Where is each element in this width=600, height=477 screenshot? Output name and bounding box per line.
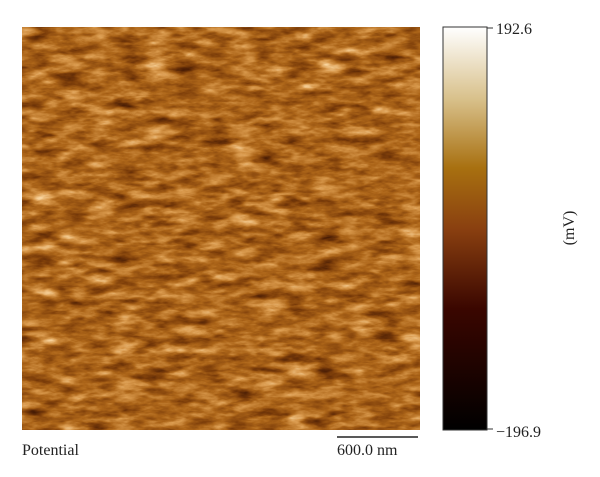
image-label: Potential [22, 442, 79, 459]
colorbar-max: 192.6 [496, 21, 532, 38]
colorbar-min: −196.9 [496, 424, 541, 441]
colorbar [442, 26, 488, 431]
colorbar-unit: (mV) [561, 211, 578, 246]
potential-map [22, 27, 420, 430]
scale-bar-label: 600.0 nm [337, 442, 398, 459]
